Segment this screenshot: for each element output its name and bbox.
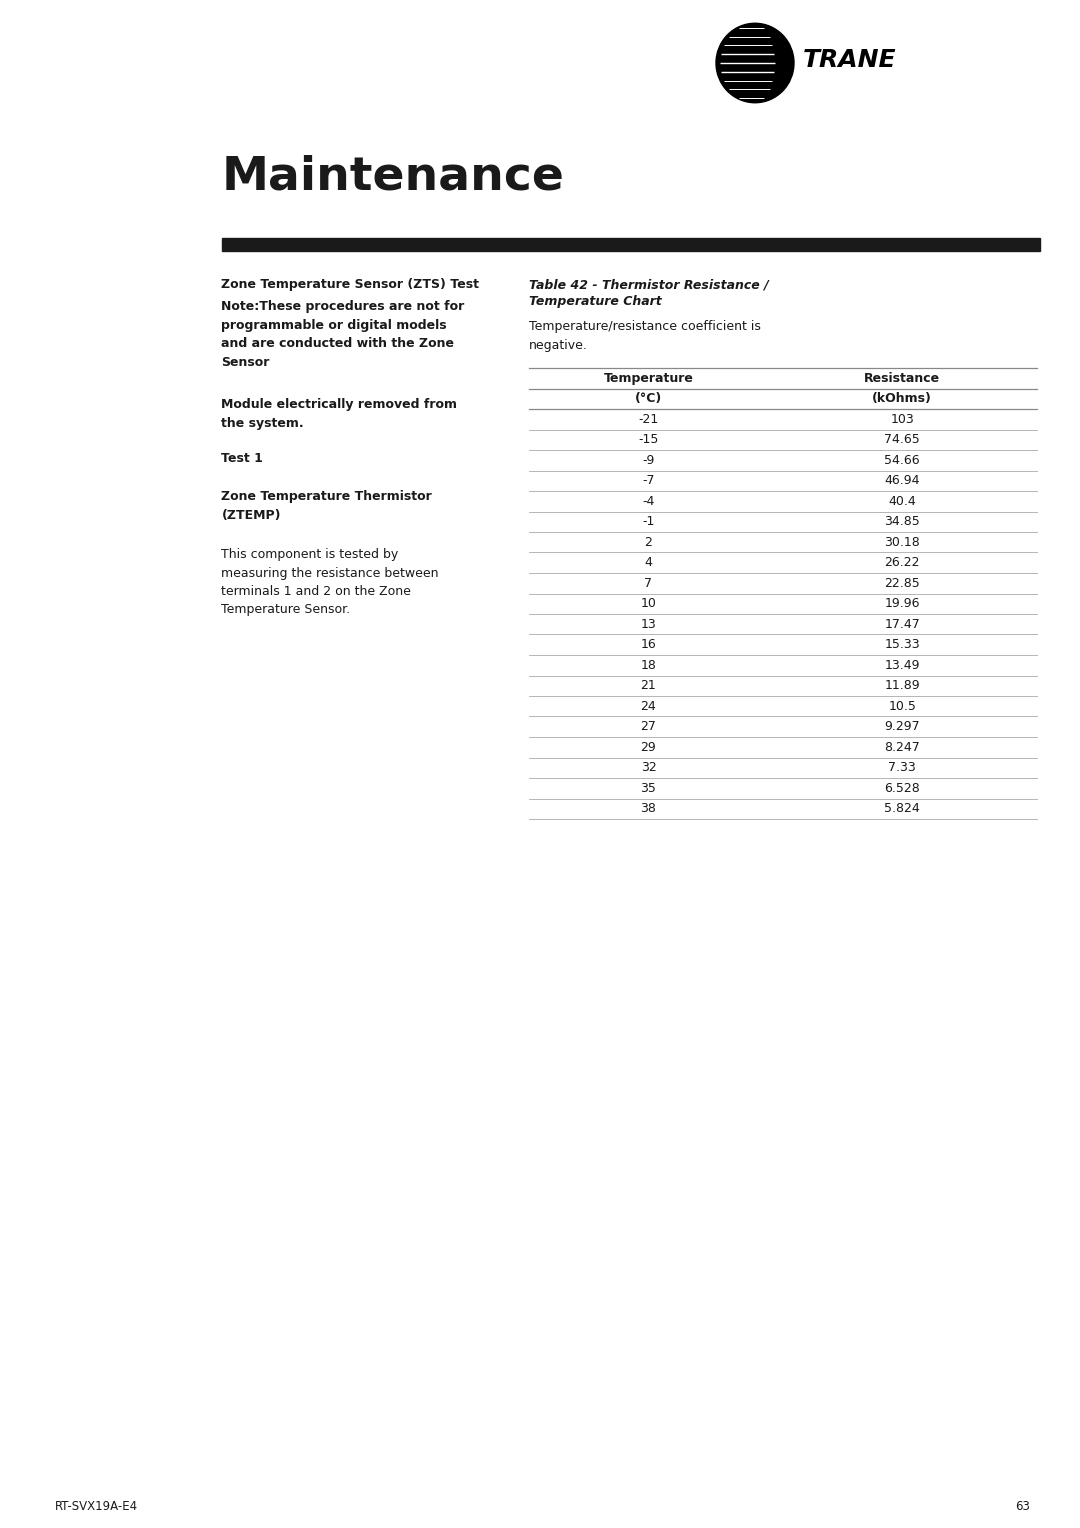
Text: 13.49: 13.49 <box>885 659 920 672</box>
Text: 34.85: 34.85 <box>885 515 920 529</box>
Text: 46.94: 46.94 <box>885 474 920 487</box>
Text: 2: 2 <box>645 536 652 549</box>
Text: 21: 21 <box>640 680 657 692</box>
Bar <box>222 238 1040 251</box>
Text: Maintenance: Maintenance <box>222 154 565 200</box>
Text: Zone Temperature Thermistor
(ZTEMP): Zone Temperature Thermistor (ZTEMP) <box>221 490 432 521</box>
Text: 11.89: 11.89 <box>885 680 920 692</box>
Text: Temperature/resistance coefficient is
negative.: Temperature/resistance coefficient is ne… <box>529 319 761 351</box>
Text: Table 42 - Thermistor Resistance /
Temperature Chart: Table 42 - Thermistor Resistance / Tempe… <box>529 278 769 309</box>
Text: 10.5: 10.5 <box>889 700 916 712</box>
Text: 8.247: 8.247 <box>885 741 920 753</box>
Text: 10: 10 <box>640 597 657 610</box>
Text: 7: 7 <box>645 576 652 590</box>
Text: 32: 32 <box>640 761 657 775</box>
Text: -9: -9 <box>643 454 654 466</box>
Text: 17.47: 17.47 <box>885 617 920 631</box>
Text: Test 1: Test 1 <box>221 452 264 465</box>
Text: Resistance: Resistance <box>864 371 941 385</box>
Text: -15: -15 <box>638 434 659 446</box>
Text: 63: 63 <box>1015 1499 1030 1513</box>
Text: 30.18: 30.18 <box>885 536 920 549</box>
Text: Module electrically removed from
the system.: Module electrically removed from the sys… <box>221 397 458 429</box>
Text: 18: 18 <box>640 659 657 672</box>
Ellipse shape <box>716 23 794 102</box>
Text: This component is tested by
measuring the resistance between
terminals 1 and 2 o: This component is tested by measuring th… <box>221 549 438 616</box>
Text: 26.22: 26.22 <box>885 556 920 570</box>
Text: 9.297: 9.297 <box>885 720 920 733</box>
Text: 54.66: 54.66 <box>885 454 920 466</box>
Text: RT-SVX19A-E4: RT-SVX19A-E4 <box>55 1499 138 1513</box>
Text: Zone Temperature Sensor (ZTS) Test: Zone Temperature Sensor (ZTS) Test <box>221 278 480 290</box>
Text: 4: 4 <box>645 556 652 570</box>
Text: 7.33: 7.33 <box>889 761 916 775</box>
Text: Note:These procedures are not for
programmable or digital models
and are conduct: Note:These procedures are not for progra… <box>221 299 464 368</box>
Text: 19.96: 19.96 <box>885 597 920 610</box>
Text: 74.65: 74.65 <box>885 434 920 446</box>
Text: TRANE: TRANE <box>802 47 896 72</box>
Text: 15.33: 15.33 <box>885 639 920 651</box>
Text: -4: -4 <box>643 495 654 507</box>
Text: -7: -7 <box>643 474 654 487</box>
Text: 24: 24 <box>640 700 657 712</box>
Text: (kOhms): (kOhms) <box>873 393 932 405</box>
Text: 40.4: 40.4 <box>889 495 916 507</box>
Text: 35: 35 <box>640 782 657 795</box>
Text: Temperature: Temperature <box>604 371 693 385</box>
Text: 103: 103 <box>890 413 914 426</box>
Text: 13: 13 <box>640 617 657 631</box>
Text: 6.528: 6.528 <box>885 782 920 795</box>
Text: 16: 16 <box>640 639 657 651</box>
Text: 5.824: 5.824 <box>885 802 920 816</box>
Text: 38: 38 <box>640 802 657 816</box>
Text: (°C): (°C) <box>635 393 662 405</box>
Text: 29: 29 <box>640 741 657 753</box>
Text: -21: -21 <box>638 413 659 426</box>
Text: -1: -1 <box>643 515 654 529</box>
Text: 27: 27 <box>640 720 657 733</box>
Text: 22.85: 22.85 <box>885 576 920 590</box>
